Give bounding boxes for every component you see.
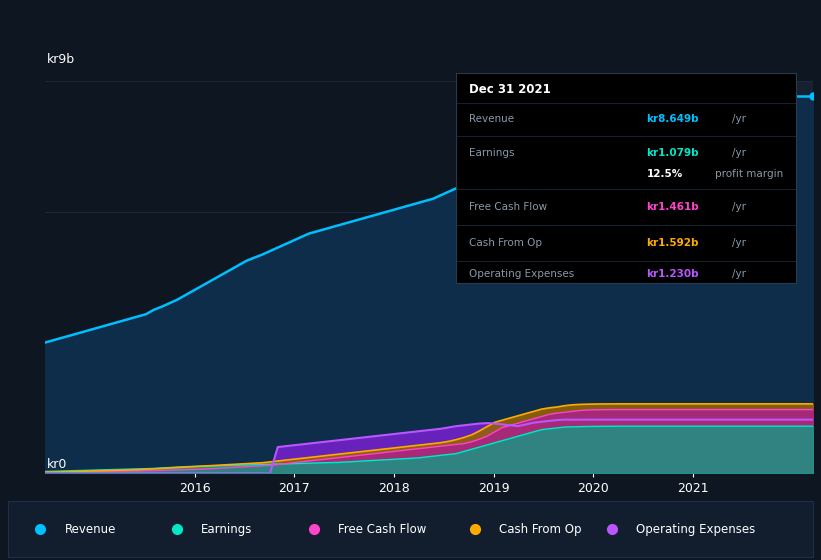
Text: kr8.649b: kr8.649b xyxy=(646,114,699,124)
Text: Cash From Op: Cash From Op xyxy=(499,522,581,536)
Text: Free Cash Flow: Free Cash Flow xyxy=(470,202,548,212)
Text: Earnings: Earnings xyxy=(201,522,253,536)
Text: Cash From Op: Cash From Op xyxy=(470,238,543,248)
Text: Revenue: Revenue xyxy=(65,522,116,536)
Text: profit margin: profit margin xyxy=(714,169,783,179)
Text: Earnings: Earnings xyxy=(470,148,515,157)
Text: /yr: /yr xyxy=(732,269,745,279)
Text: 12.5%: 12.5% xyxy=(646,169,683,179)
Text: Operating Expenses: Operating Expenses xyxy=(635,522,755,536)
Text: kr1.592b: kr1.592b xyxy=(646,238,699,248)
Text: kr0: kr0 xyxy=(47,458,67,472)
Text: kr9b: kr9b xyxy=(47,53,75,66)
Text: /yr: /yr xyxy=(732,202,745,212)
Text: kr1.079b: kr1.079b xyxy=(646,148,699,157)
Bar xyxy=(673,81,813,473)
Text: /yr: /yr xyxy=(732,114,745,124)
Text: kr1.230b: kr1.230b xyxy=(646,269,699,279)
Text: Dec 31 2021: Dec 31 2021 xyxy=(470,83,551,96)
Text: Operating Expenses: Operating Expenses xyxy=(470,269,575,279)
Text: Revenue: Revenue xyxy=(470,114,515,124)
Text: /yr: /yr xyxy=(732,148,745,157)
Text: Free Cash Flow: Free Cash Flow xyxy=(338,522,426,536)
Text: /yr: /yr xyxy=(732,238,745,248)
Text: kr1.461b: kr1.461b xyxy=(646,202,699,212)
